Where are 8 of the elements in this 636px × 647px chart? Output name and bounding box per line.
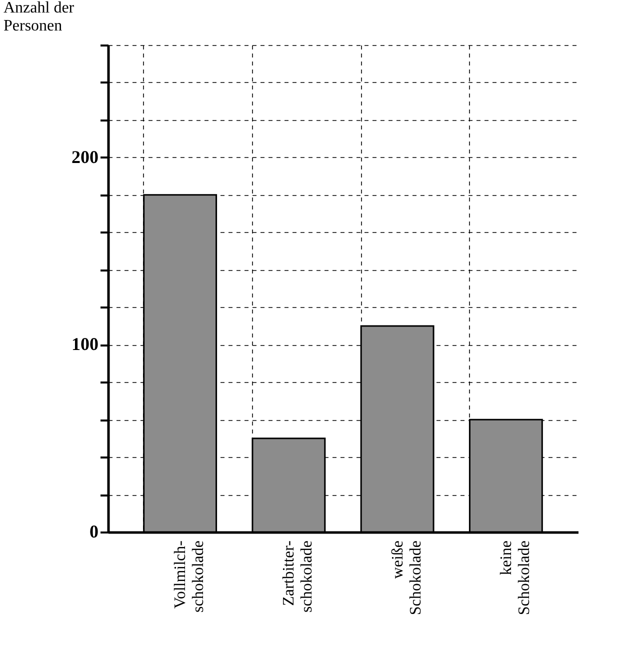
y-tick-label: 200 — [72, 146, 98, 167]
y-tick-label: 100 — [72, 334, 98, 354]
x-tick-label: keine Schokolade — [498, 540, 533, 616]
x-tick-label: Vollmilch- schokolade — [172, 540, 208, 612]
x-tick-label: weiße Schokolade — [389, 540, 424, 616]
y-tick-label: 0 — [90, 522, 98, 542]
y-axis-title: Anzahl der Personen — [4, 0, 75, 34]
x-tick-label: Zartbitter- schokolade — [280, 540, 316, 612]
